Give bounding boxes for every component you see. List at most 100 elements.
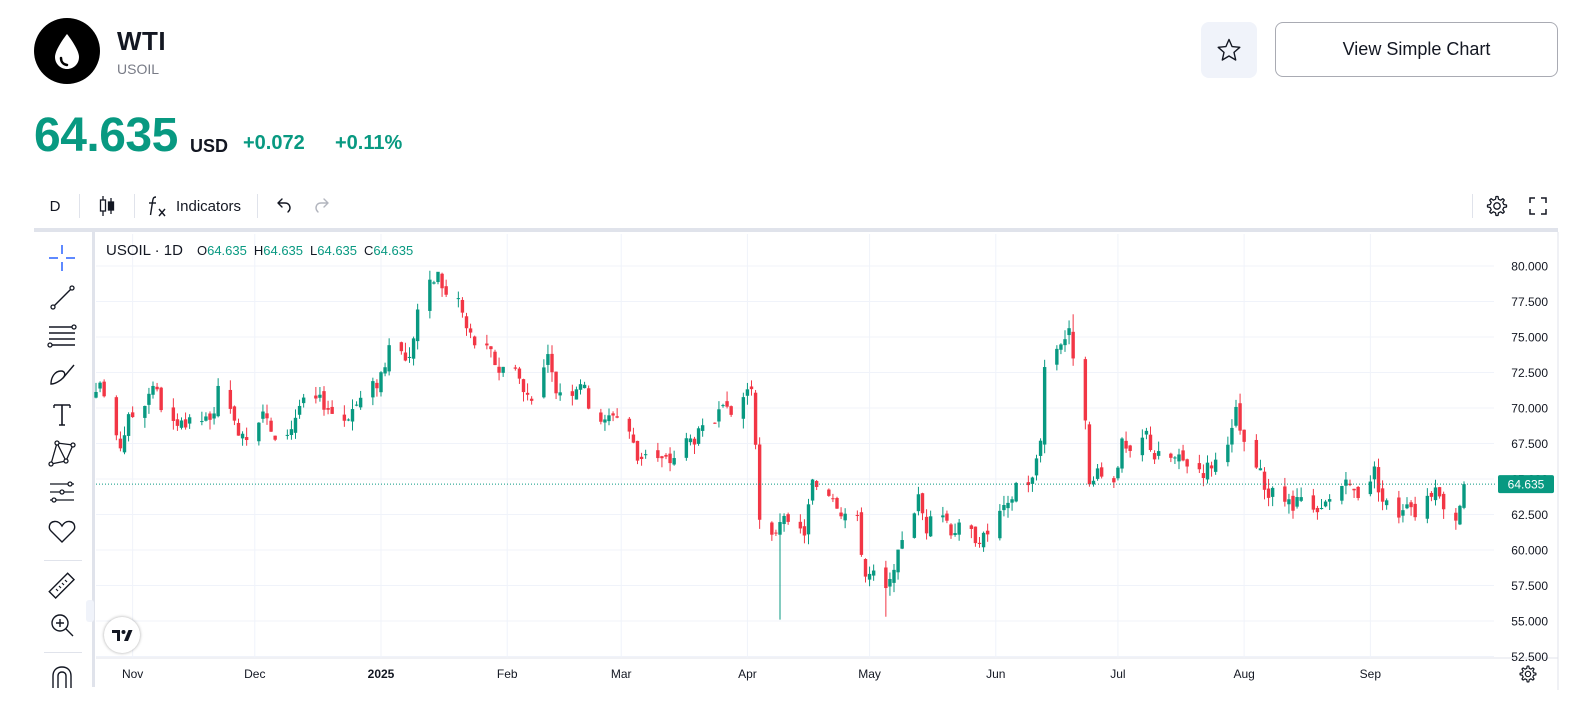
redo-button[interactable]: [310, 186, 336, 226]
candle-body: [1177, 454, 1181, 462]
candle-body: [717, 409, 721, 422]
candle-body: [468, 328, 473, 333]
view-simple-chart-button[interactable]: View Simple Chart: [1275, 22, 1558, 77]
settings-button[interactable]: [1483, 186, 1511, 226]
candle-body: [1063, 339, 1067, 346]
fullscreen-button[interactable]: [1524, 186, 1552, 226]
candle-body: [525, 392, 530, 395]
candle-body: [285, 434, 290, 436]
candle-body: [497, 366, 501, 373]
undo-button[interactable]: [270, 186, 296, 226]
candle-body: [130, 412, 135, 418]
candle-body: [240, 433, 245, 439]
candle-body: [179, 420, 184, 428]
candle-body: [969, 525, 974, 529]
brush-icon: [50, 364, 75, 385]
candle-body: [810, 479, 815, 501]
candle-body: [916, 494, 921, 512]
fib-tool[interactable]: [46, 320, 78, 352]
candle-body: [1087, 424, 1092, 485]
candle-body: [920, 493, 925, 514]
candle-body: [244, 437, 249, 441]
pattern-tool[interactable]: [46, 437, 78, 469]
last-price-line: 64.635: [96, 475, 1554, 494]
candle-body: [493, 351, 497, 366]
candle-body: [1368, 481, 1373, 495]
candle-body: [558, 392, 562, 396]
legend-symbol[interactable]: USOIL · 1D: [106, 242, 183, 259]
candle-body: [1002, 505, 1006, 511]
candle-body: [1397, 497, 1401, 518]
favorite-button[interactable]: [1201, 22, 1257, 78]
candle-body: [387, 345, 391, 372]
candle-body: [1140, 437, 1145, 456]
candle-body: [346, 419, 351, 421]
collapse-toolbar-button[interactable]: [86, 600, 94, 622]
candle-body: [1238, 403, 1242, 431]
axis-settings-button[interactable]: [1518, 664, 1538, 684]
trend-line-icon: [50, 285, 75, 310]
candle-body: [529, 398, 534, 401]
time-tick-label: May: [858, 667, 881, 681]
time-tick-label: Feb: [497, 667, 518, 681]
candle-body: [700, 425, 705, 431]
last-price-label-bg: [1498, 475, 1554, 494]
ruler-icon: [48, 572, 76, 600]
candle-body: [1156, 451, 1161, 456]
candle-body: [301, 397, 306, 404]
undo-icon: [277, 198, 291, 213]
brush-tool[interactable]: [46, 359, 78, 391]
candle-body: [485, 343, 489, 346]
candle-body: [1433, 487, 1438, 501]
candle-body: [1169, 453, 1173, 458]
forecast-tool[interactable]: [46, 476, 78, 508]
chart-toolbar: D Indicators: [34, 186, 1558, 226]
candle-body: [1270, 487, 1275, 497]
price-change-percent: +0.11%: [335, 132, 403, 154]
magnet-tool[interactable]: [46, 660, 78, 692]
interval-button[interactable]: D: [49, 197, 61, 215]
candle-body: [1319, 507, 1324, 510]
candle-body: [611, 413, 615, 416]
toolbar-divider: [79, 194, 80, 218]
candle-body: [639, 456, 644, 460]
candle-body: [1401, 510, 1405, 516]
drawing-toolbar: [34, 232, 94, 690]
candle-body: [1152, 453, 1157, 460]
candle-body: [945, 513, 949, 521]
candle-body: [114, 397, 119, 436]
candle-body: [289, 429, 294, 436]
time-tick-label: Aug: [1233, 667, 1254, 681]
ruler-tool[interactable]: [46, 570, 78, 602]
candle-body: [546, 354, 550, 365]
chart-type-button[interactable]: [92, 186, 122, 226]
candle-body: [1299, 497, 1303, 501]
tradingview-logo[interactable]: [104, 617, 140, 653]
candle-body: [839, 512, 843, 517]
legend-open-value: 64.635: [207, 243, 247, 258]
time-tick-label: Dec: [244, 667, 265, 681]
time-tick-label: Mar: [611, 667, 632, 681]
candle-body: [888, 579, 892, 587]
price-tick-label: 80.000: [1511, 260, 1548, 274]
legend-high-label: H: [253, 243, 264, 258]
candle-body: [843, 513, 847, 521]
tradingview-logo-icon: [112, 630, 133, 641]
crosshair-tool[interactable]: [46, 242, 78, 274]
zoom-tool[interactable]: [46, 609, 78, 641]
trend-line-tool[interactable]: [46, 281, 78, 313]
candle-body: [1356, 486, 1360, 498]
candle-body: [1462, 484, 1466, 508]
indicators-button[interactable]: Indicators: [146, 186, 246, 226]
candle-body: [1197, 463, 1202, 470]
candle-body: [753, 392, 758, 445]
candle-body: [375, 382, 379, 389]
candle-body: [977, 542, 982, 545]
candle-body: [415, 309, 420, 342]
text-tool[interactable]: [46, 398, 78, 430]
candle-body: [1112, 478, 1116, 483]
favorites-tool[interactable]: [46, 515, 78, 547]
star-icon: [1217, 38, 1241, 61]
candle-body: [1315, 507, 1320, 513]
